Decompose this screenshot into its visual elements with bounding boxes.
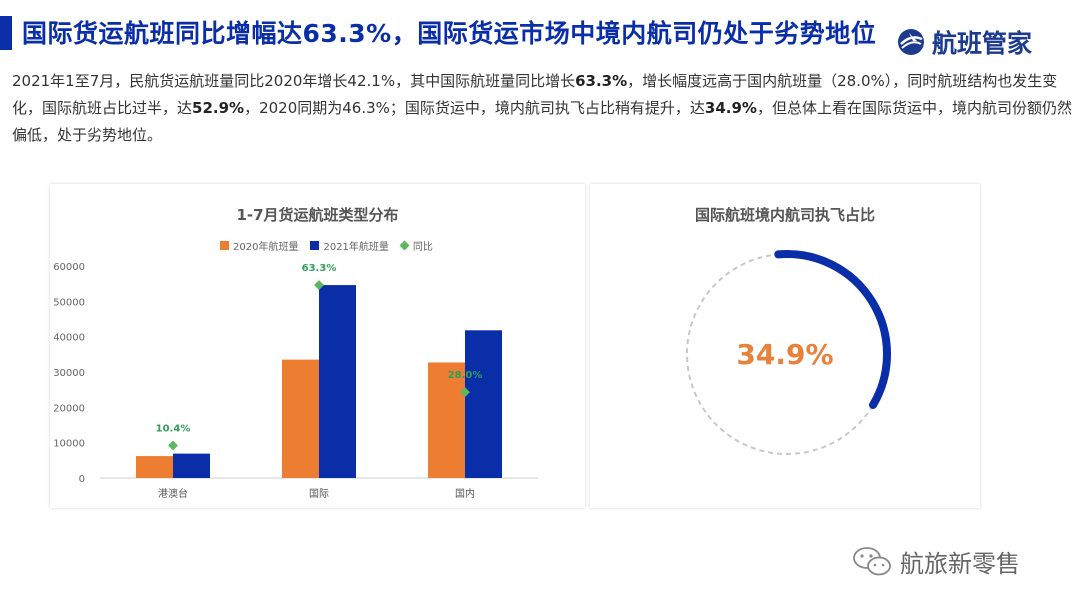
gauge-value: 34.9% xyxy=(736,338,834,371)
y-tick-label: 20000 xyxy=(53,403,85,414)
watermark-text: 航旅新零售 xyxy=(900,550,1020,578)
legend-item-2020: 2020年航班量 xyxy=(220,238,298,253)
title-accent-bar xyxy=(0,16,12,50)
bar-chart-plot: 0 10000 20000 30000 40000 50000 60000 10.4% 港澳台 6… xyxy=(53,262,538,500)
x-tick-label: 国内 xyxy=(455,487,475,500)
brand-logo: 航班管家 xyxy=(896,24,1032,60)
gauge-plot xyxy=(686,250,891,455)
gauge-chart-title: 国际航班境内航司执飞占比 xyxy=(694,206,875,224)
paragraph-text-2: ，增长幅度远高于国内航班量（28.0%），同时航班结构也发生变化，国际航班占比过… xyxy=(12,72,1058,117)
paragraph-highlight-2: 52.9% xyxy=(192,99,245,117)
yoy-point xyxy=(314,280,324,291)
bar-chart-panel: 1-7月货运航班类型分布 2020年航班量 2021年航班量 同比 0 10000… xyxy=(50,184,585,508)
legend-swatch-2020 xyxy=(220,241,229,250)
y-tick-label: 0 xyxy=(79,474,85,485)
y-tick-label: 40000 xyxy=(53,333,85,344)
logo-globe-icon xyxy=(898,29,924,55)
legend-item-2021: 2021年航班量 xyxy=(310,238,389,253)
paragraph-text-3: ，2020同期为46.3%；国际货运中，境内航司执飞占比稍有提升，达 xyxy=(244,99,705,117)
gauge-arc xyxy=(774,250,891,409)
summary-paragraph: 2021年1至7月，民航货运航班量同比2020年增长42.1%，其中国际航班量同… xyxy=(12,68,1072,149)
paragraph-text-1: 2021年1至7月，民航货运航班量同比2020年增长42.1%，其中国际航班量同… xyxy=(12,72,576,90)
y-tick-label: 10000 xyxy=(53,439,85,450)
paragraph-text-4: ，但总体上看在国际货运中，境内航司份额仍然偏低，处于劣势地位。 xyxy=(12,99,1072,144)
bar-2021 xyxy=(319,285,356,478)
y-tick-label: 30000 xyxy=(53,368,85,379)
gauge-panel: 国际航班境内航司执飞占比 34.9% xyxy=(590,184,980,508)
bar-2020 xyxy=(428,362,465,478)
legend-item-yoy: 同比 xyxy=(399,238,433,253)
y-tick-label: 60000 xyxy=(53,262,85,273)
yoy-label: 63.3% xyxy=(302,263,337,274)
paragraph-highlight-1: 63.3% xyxy=(575,72,628,90)
yoy-point xyxy=(460,387,470,398)
x-tick-label: 港澳台 xyxy=(158,487,188,500)
bar-2020 xyxy=(136,456,173,478)
yoy-point xyxy=(168,440,178,451)
bar-2020 xyxy=(282,359,319,478)
legend-label-2021: 2021年航班量 xyxy=(323,242,389,253)
yoy-label: 28.0% xyxy=(448,370,483,381)
paragraph-highlight-3: 34.9% xyxy=(704,99,757,117)
watermark: 航旅新零售 xyxy=(852,544,1020,579)
bar-2021 xyxy=(173,453,210,478)
y-tick-label: 50000 xyxy=(53,297,85,308)
bar-2021 xyxy=(465,330,502,478)
legend-label-yoy: 同比 xyxy=(412,242,433,253)
bar-chart-legend: 2020年航班量 2021年航班量 同比 xyxy=(220,238,433,253)
yoy-label: 10.4% xyxy=(156,423,191,434)
bar-chart-title: 1-7月货运航班类型分布 xyxy=(236,206,399,224)
legend-label-2020: 2020年航班量 xyxy=(233,242,299,253)
page-title: 国际货运航班同比增幅达63.3%，国际货运市场中境内航司仍处于劣势地位 xyxy=(22,19,877,48)
wechat-icon xyxy=(853,546,891,575)
x-tick-label: 国际 xyxy=(309,488,329,500)
logo-text: 航班管家 xyxy=(932,29,1033,58)
legend-swatch-2021 xyxy=(310,241,320,250)
